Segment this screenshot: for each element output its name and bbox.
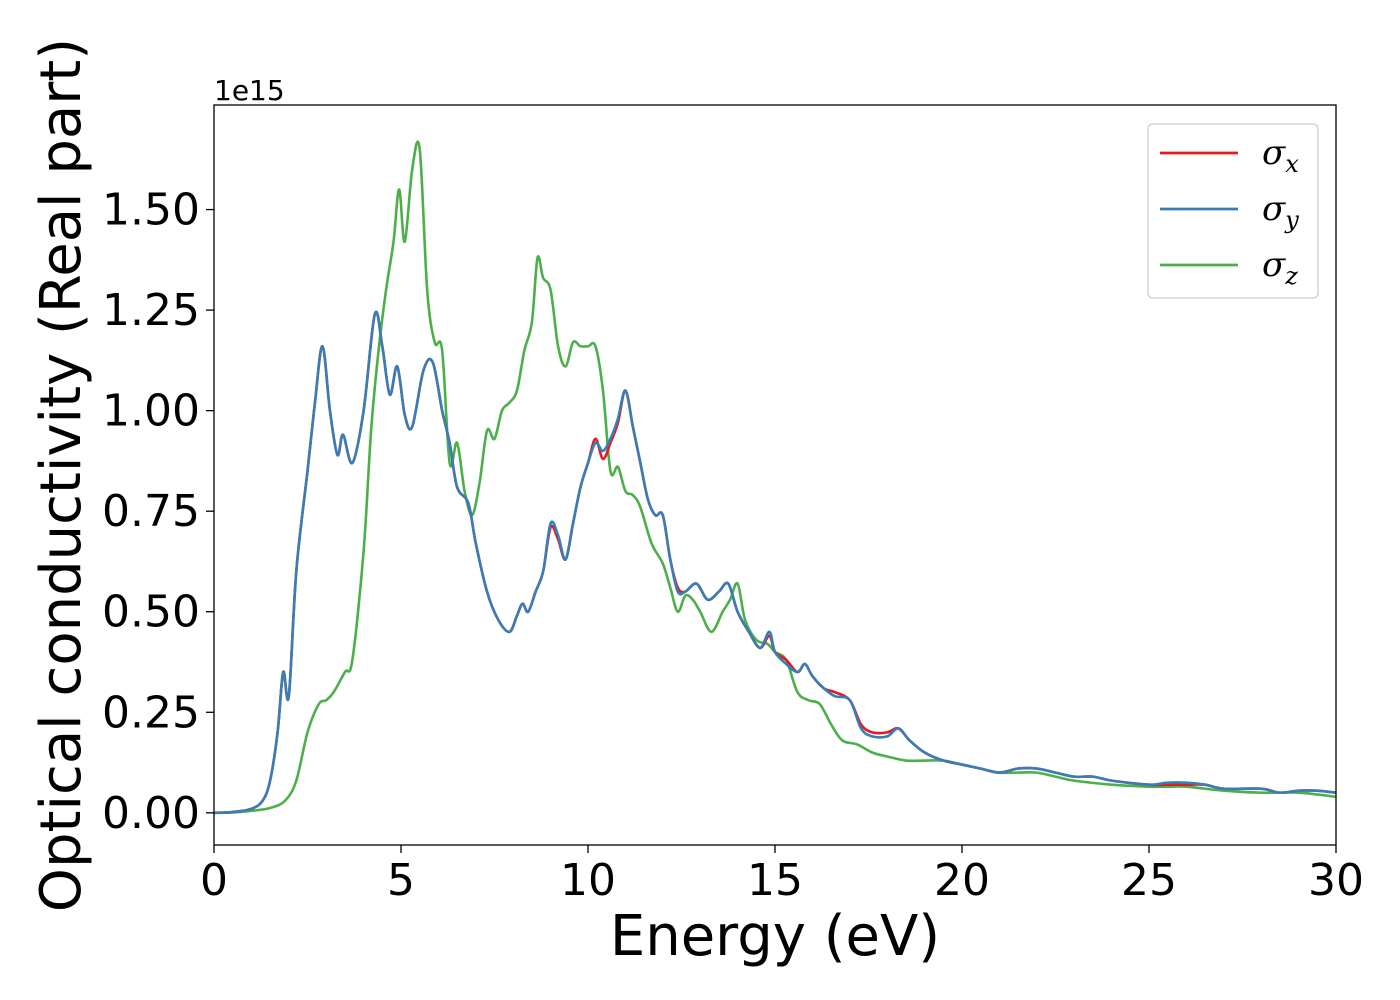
y-axis-ticks: 0.00 0.25 0.50 0.75 1.00 1.25 1.50 bbox=[102, 185, 214, 839]
series-line-x bbox=[213, 310, 1337, 815]
x-tick-label: 15 bbox=[747, 855, 803, 906]
x-tick-label: 25 bbox=[1121, 855, 1177, 906]
x-axis-label: Energy (eV) bbox=[610, 904, 940, 969]
y-tick-label: 1.00 bbox=[102, 386, 200, 437]
y-tick-label: 0.50 bbox=[102, 587, 200, 638]
y-axis-label: Optical conductivity (Real part) bbox=[29, 38, 94, 912]
series-layer bbox=[213, 140, 1337, 815]
series-line-y bbox=[213, 310, 1337, 815]
y-tick-label: 1.25 bbox=[102, 285, 200, 336]
legend-box bbox=[1147, 123, 1319, 299]
y-tick-label: 0.25 bbox=[102, 687, 200, 738]
series-line-z bbox=[213, 140, 1337, 815]
legend-label-x: σx bbox=[1262, 133, 1299, 178]
x-tick-label: 5 bbox=[387, 855, 415, 906]
y-axis-offset-label: 1e15 bbox=[214, 74, 285, 107]
y-tick-label: 0.75 bbox=[102, 486, 200, 537]
x-tick-label: 10 bbox=[560, 855, 616, 906]
legend: σx σy σz bbox=[1147, 123, 1319, 299]
x-tick-label: 20 bbox=[934, 855, 990, 906]
legend-label-y: σy bbox=[1262, 189, 1299, 234]
x-tick-label: 30 bbox=[1308, 855, 1364, 906]
y-tick-label: 0.00 bbox=[102, 788, 200, 839]
legend-label-z: σz bbox=[1262, 245, 1298, 290]
x-axis-ticks: 0 5 10 15 20 25 30 bbox=[200, 845, 1364, 906]
y-tick-label: 1.50 bbox=[102, 185, 200, 236]
x-tick-label: 0 bbox=[200, 855, 228, 906]
